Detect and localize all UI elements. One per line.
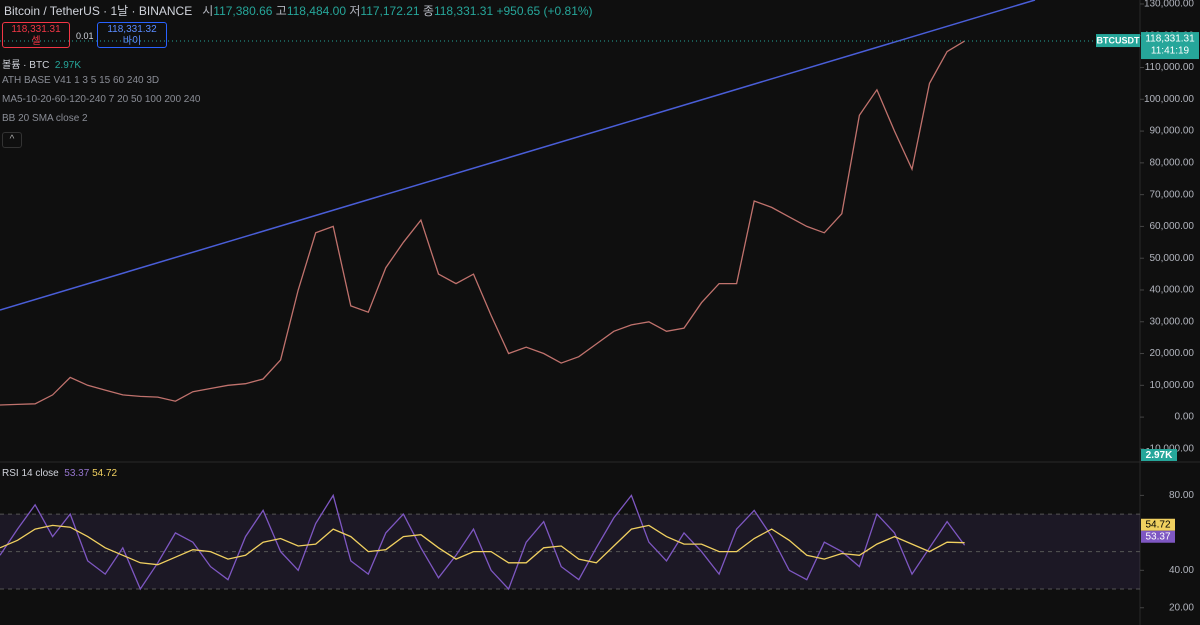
- y-tick-label: 20,000.00: [1150, 348, 1195, 359]
- low: 117,172.21: [360, 4, 420, 18]
- y-tick-label: 80,000.00: [1150, 158, 1195, 169]
- series-line: [0, 493, 966, 591]
- buy-button[interactable]: 118,331.32 바이: [97, 22, 167, 48]
- indicator[interactable]: BB 20 SMA close 2: [2, 113, 88, 124]
- change: +950.65 (+0.81%): [496, 4, 593, 18]
- rsi-ma-value: 54.72: [92, 468, 118, 479]
- y-tick-label: 90,000.00: [1150, 126, 1195, 137]
- high: 118,484.00: [286, 4, 347, 18]
- value-tag-text: 54.72: [1145, 519, 1170, 530]
- symbol-header: Bitcoin / TetherUS · 1날 · BINANCE 시117,3…: [4, 2, 593, 19]
- open: 117,380.66: [213, 4, 273, 18]
- sell-label: 셀: [31, 36, 41, 47]
- y-tick-label: 100,000.00: [1144, 94, 1194, 105]
- y-tick-label: 70,000.00: [1150, 189, 1195, 200]
- close-label: 종: [422, 4, 434, 18]
- y-tick-label: 0.00: [1175, 412, 1195, 423]
- buy-price: 118,331.32: [107, 24, 157, 35]
- sell-button[interactable]: 118,331.31 셀: [2, 22, 70, 48]
- y-tick-label: 50,000.00: [1150, 253, 1195, 264]
- spread: 0.01: [76, 31, 94, 41]
- indicator[interactable]: MA5-10-20-60-120-240 7 20 50 100 200 240: [2, 94, 201, 105]
- collapse-button[interactable]: ^: [2, 132, 22, 148]
- y-tick-label: 40,000.00: [1150, 285, 1195, 296]
- close: 118,331.31: [433, 4, 494, 18]
- y-tick-label: 40.00: [1169, 565, 1194, 576]
- price-tag-symbol: BTCUSDT: [1097, 35, 1140, 45]
- y-tick-label: 20.00: [1169, 602, 1194, 613]
- buy-label: 바이: [122, 36, 142, 47]
- y-tick-label: 110,000.00: [1145, 62, 1195, 73]
- price-tag-price: 118,331.31: [1145, 34, 1195, 45]
- symbol: Bitcoin / TetherUS · 1날 · BINANCE: [4, 4, 193, 18]
- price-tag: [1141, 32, 1199, 60]
- volume-label: 볼륨 · BTC: [2, 60, 50, 71]
- y-tick-label: 130,000.00: [1144, 0, 1194, 10]
- volume-value: 2.97K: [54, 60, 81, 71]
- series-line: [0, 524, 965, 566]
- open-label: 시: [202, 4, 214, 18]
- volume-legend: 볼륨 · BTC 2.97K: [2, 56, 81, 71]
- rsi-value: 53.37: [64, 468, 90, 479]
- indicator[interactable]: ATH BASE V41 1 3 5 15 60 240 3D: [2, 75, 160, 86]
- series-line: [0, 40, 965, 406]
- price-tag-countdown: 11:41:19: [1151, 46, 1190, 57]
- y-tick-label: 30,000.00: [1150, 316, 1195, 327]
- y-tick-label: 10,000.00: [1150, 380, 1195, 391]
- high-label: 고: [275, 4, 287, 18]
- trend-line: [0, 0, 1036, 311]
- value-tag-text: 53.37: [1145, 531, 1170, 542]
- y-tick-label: 60,000.00: [1150, 221, 1195, 232]
- volume-tag-text: 2.97K: [1146, 450, 1173, 461]
- value-tag: [1141, 530, 1175, 543]
- low-label: 저: [349, 4, 361, 18]
- volume-tag: [1141, 449, 1177, 461]
- rsi-legend: RSI 14 close 53.37 54.72: [2, 468, 117, 479]
- value-tag: [1141, 518, 1175, 531]
- price-tag: [1096, 34, 1140, 48]
- rsi-title: RSI 14 close: [2, 468, 59, 479]
- sell-price: 118,331.31: [11, 24, 61, 35]
- y-tick-label: 80.00: [1169, 490, 1194, 501]
